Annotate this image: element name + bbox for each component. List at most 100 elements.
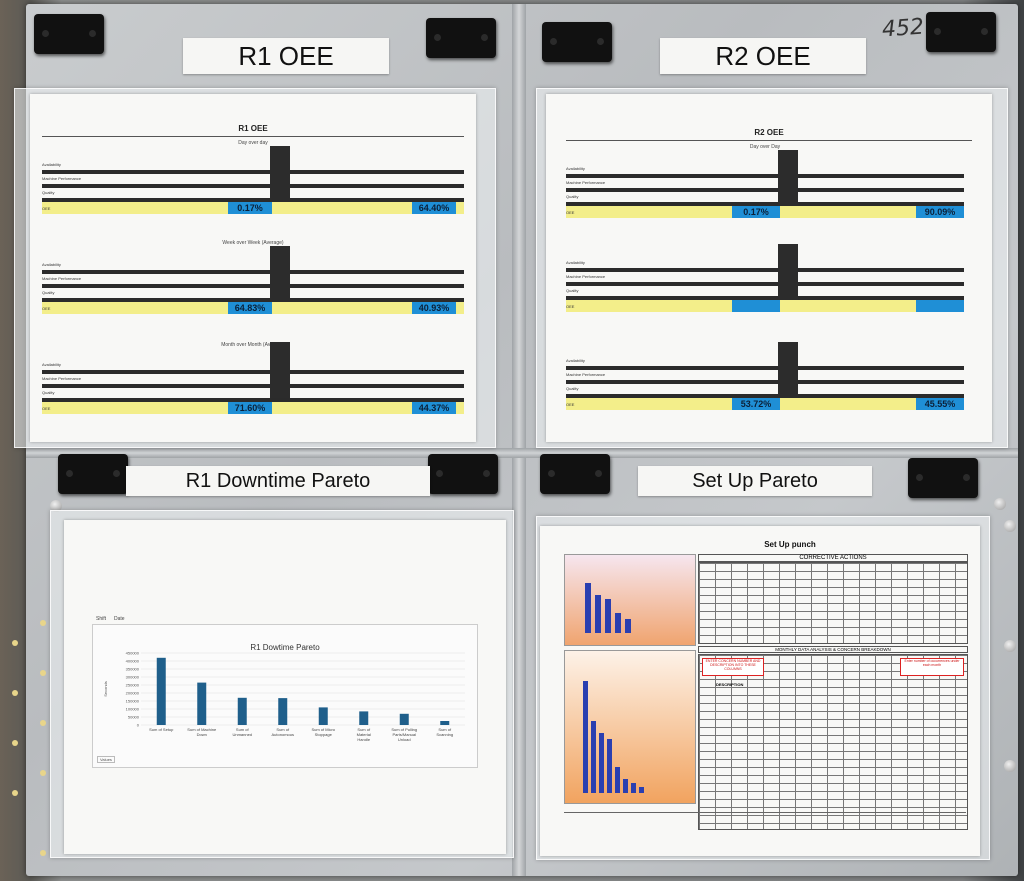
separator	[566, 268, 964, 272]
x-tick-label: Stoppage	[315, 732, 333, 737]
separator	[566, 202, 964, 206]
peg-hole	[40, 770, 46, 776]
magnet	[926, 12, 996, 52]
row-availability: Availability	[566, 260, 585, 265]
row-availability: Availability	[42, 262, 61, 267]
r1-week-heading: Week over Week (Average)	[222, 240, 284, 246]
pareto-bar	[639, 787, 644, 793]
peg-hole	[12, 790, 18, 796]
row-machine-performance: Machine Performance	[42, 176, 82, 181]
magnet	[34, 14, 104, 54]
description-header: DESCRIPTION	[716, 682, 744, 687]
pareto-bar	[583, 681, 588, 793]
x-tick-label: Sum of	[438, 727, 452, 732]
oee-total-left-faded	[732, 300, 780, 312]
y-tick-label: 150000	[126, 699, 140, 704]
label-r1-downtime-pareto: R1 Downtime Pareto	[126, 466, 430, 496]
oee-total-left: 71.60%	[228, 402, 272, 414]
oee-total-left: 0.17%	[228, 202, 272, 214]
x-tick-label: Unmanned	[232, 732, 252, 737]
x-tick-label: Sum of Micro	[311, 727, 335, 732]
r1-sheet-title: R1 OEE	[238, 124, 268, 133]
separator	[566, 296, 964, 300]
rivet	[1004, 760, 1016, 772]
row-oee: OEE 0.17% 64.40%	[42, 202, 464, 214]
magnet	[542, 22, 612, 62]
magnet	[58, 454, 128, 494]
label-setup-pareto: Set Up Pareto	[638, 466, 872, 496]
x-tick-label: Sum of	[236, 727, 250, 732]
row-quality: Quality	[566, 288, 579, 293]
pareto-bar	[631, 783, 636, 793]
chart-plot: 450000 400000 350000 300000 250000 200000 1500…	[103, 651, 465, 742]
row-quality: Quality	[42, 390, 55, 395]
oee-total-left: 53.72%	[732, 398, 780, 410]
row-quality: Quality	[566, 194, 579, 199]
r2-week-section: Availability Machine Performance Quality…	[566, 244, 964, 312]
separator	[42, 384, 464, 388]
r1-downtime-sheet: Shift Date R1 Dowtime Pareto 450000 40000…	[64, 520, 506, 854]
separator	[42, 398, 464, 402]
separator	[566, 174, 964, 178]
r1-day-section: Day over day Availability Machine Perfor…	[42, 140, 464, 214]
pareto-bar	[585, 583, 591, 633]
bar-4	[318, 707, 328, 725]
x-tick-label: Material	[357, 732, 371, 737]
y-tick-label: 0	[137, 723, 140, 728]
x-tick-label: Sum of	[357, 727, 371, 732]
separator	[566, 282, 964, 286]
row-oee: OEE	[566, 300, 964, 312]
rivet	[50, 500, 62, 512]
board-horizontal-divider	[26, 448, 1018, 458]
divider-column	[778, 342, 798, 400]
values-button: Values	[97, 756, 115, 763]
separator	[566, 188, 964, 192]
separator	[42, 198, 464, 202]
x-tick-label: Scanning	[436, 732, 453, 737]
oee-total-left: 0.17%	[732, 206, 780, 218]
x-tick-label: Handle	[357, 737, 370, 742]
monthly-pareto-chart	[564, 554, 696, 646]
rule	[566, 140, 972, 141]
r2-month-section: Availability Machine Performance Quality…	[566, 342, 964, 410]
pareto-bar	[599, 733, 604, 793]
peg-hole	[12, 640, 18, 646]
separator	[42, 298, 464, 302]
divider-column	[270, 342, 290, 398]
pareto-bar	[605, 599, 611, 633]
bar-6	[399, 713, 409, 725]
x-tick-label: Down	[197, 732, 207, 737]
handwritten-number: 452	[881, 14, 925, 43]
peg-hole	[40, 720, 46, 726]
row-oee: OEE 71.60% 44.37%	[42, 402, 464, 414]
rule	[42, 136, 464, 137]
r2-sheet-title: R2 OEE	[754, 128, 784, 137]
row-machine-performance: Machine Performance	[566, 372, 606, 377]
yearly-pareto-chart	[564, 650, 696, 804]
r1-month-heading: Month over Month (Average)	[221, 342, 285, 348]
r1-day-heading: Day over day	[238, 140, 268, 146]
chart-title: R1 Dowtime Pareto	[250, 643, 320, 652]
corrective-actions-header: CORRECTIVE ACTIONS	[698, 554, 968, 562]
oee-total-left: 64.83%	[228, 302, 272, 314]
row-machine-performance: Machine Performance	[566, 274, 606, 279]
pareto-bar	[625, 619, 631, 633]
x-tick-label: Sum of Setup	[149, 727, 174, 732]
pareto-bar	[595, 595, 601, 633]
setup-title: Set Up punch	[764, 540, 816, 549]
bar-5	[359, 711, 369, 725]
separator	[42, 370, 464, 374]
x-tick-label: Parts/Manual	[392, 732, 416, 737]
oee-total-right: 44.37%	[412, 402, 456, 414]
x-tick-label: Sum of Machine	[187, 727, 217, 732]
footer-rule	[564, 812, 966, 813]
board-vertical-divider	[512, 4, 526, 876]
r2-day-heading: Day over Day	[749, 144, 781, 150]
y-tick-label: 100000	[126, 707, 140, 712]
bar-1	[197, 682, 207, 725]
magnet	[540, 454, 610, 494]
y-tick-label: 200000	[126, 691, 140, 696]
corrective-actions-table	[698, 562, 968, 644]
pareto-bar	[591, 721, 596, 793]
x-tick-label: Unload	[398, 737, 411, 742]
